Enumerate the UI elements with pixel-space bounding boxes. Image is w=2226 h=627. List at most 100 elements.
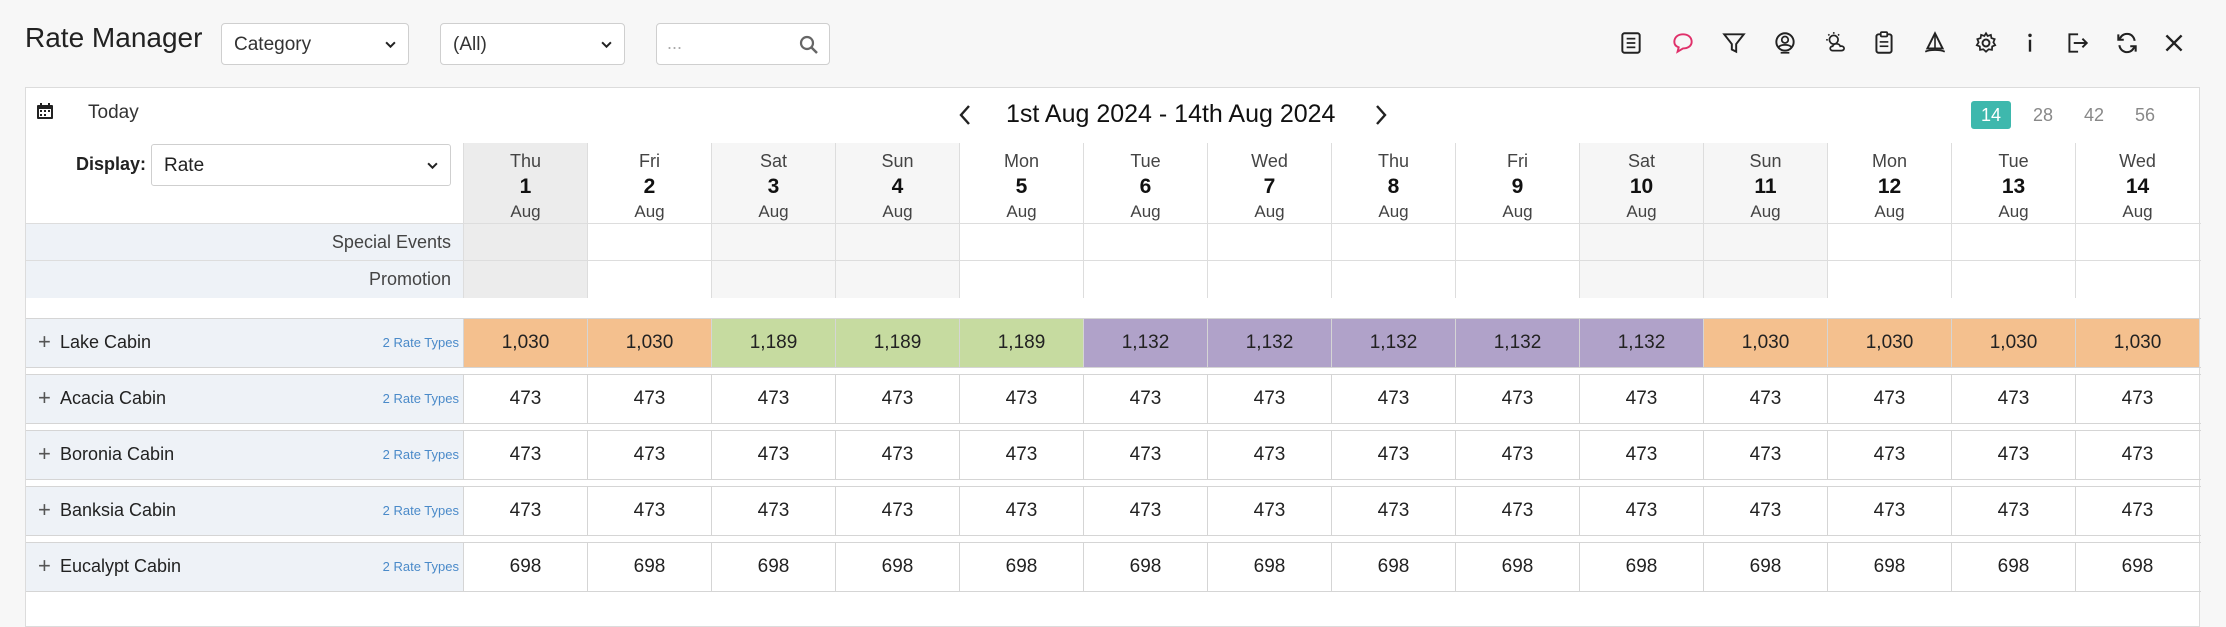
- rate-cell[interactable]: 1,030: [587, 319, 711, 367]
- rate-cell[interactable]: 698: [711, 543, 835, 591]
- rate-cell[interactable]: 473: [587, 431, 711, 479]
- comment-icon[interactable]: [1666, 26, 1700, 60]
- next-period-icon[interactable]: [1374, 104, 1388, 126]
- rate-cell[interactable]: 1,030: [2075, 319, 2199, 367]
- rate-cell[interactable]: 473: [959, 375, 1083, 423]
- expand-plus-icon[interactable]: +: [38, 441, 51, 466]
- expand-plus-icon[interactable]: +: [38, 385, 51, 410]
- rate-types-link[interactable]: 2 Rate Types: [382, 447, 459, 462]
- info-cell[interactable]: [1579, 261, 1703, 298]
- refresh-icon[interactable]: [2110, 26, 2144, 60]
- rate-cell[interactable]: 473: [2075, 487, 2199, 535]
- rate-cell[interactable]: 473: [1579, 487, 1703, 535]
- rate-cell[interactable]: 473: [1331, 375, 1455, 423]
- filter-icon[interactable]: [1717, 26, 1751, 60]
- rate-cell[interactable]: 1,189: [835, 319, 959, 367]
- close-icon[interactable]: [2157, 26, 2191, 60]
- rate-cell[interactable]: 473: [1579, 431, 1703, 479]
- rate-cell[interactable]: 473: [1951, 375, 2075, 423]
- rate-cell[interactable]: 473: [1331, 487, 1455, 535]
- rate-cell[interactable]: 473: [1827, 431, 1951, 479]
- rate-cell[interactable]: 473: [1703, 431, 1827, 479]
- info-cell[interactable]: [463, 261, 587, 298]
- expand-plus-icon[interactable]: +: [38, 497, 51, 522]
- rate-cell[interactable]: 1,030: [1827, 319, 1951, 367]
- info-cell[interactable]: [959, 261, 1083, 298]
- info-cell[interactable]: [587, 224, 711, 261]
- rate-cell[interactable]: 473: [711, 431, 835, 479]
- rate-cell[interactable]: 473: [1207, 375, 1331, 423]
- info-cell[interactable]: [1951, 224, 2075, 261]
- rate-cell[interactable]: 473: [1579, 375, 1703, 423]
- list-icon[interactable]: [1614, 26, 1648, 60]
- rate-cell[interactable]: 473: [1951, 487, 2075, 535]
- info-cell[interactable]: [1207, 224, 1331, 261]
- rate-types-link[interactable]: 2 Rate Types: [382, 559, 459, 574]
- info-cell[interactable]: [1455, 261, 1579, 298]
- rate-cell[interactable]: 473: [711, 375, 835, 423]
- rate-cell[interactable]: 1,132: [1579, 319, 1703, 367]
- rate-cell[interactable]: 473: [463, 375, 587, 423]
- rate-cell[interactable]: 698: [1331, 543, 1455, 591]
- span-option-42[interactable]: 42: [2083, 105, 2105, 125]
- rate-cell[interactable]: 473: [463, 487, 587, 535]
- sail-icon[interactable]: [1918, 26, 1952, 60]
- rate-cell[interactable]: 473: [835, 375, 959, 423]
- user-icon[interactable]: [1768, 26, 1802, 60]
- search-icon[interactable]: [799, 35, 819, 55]
- rate-cell[interactable]: 473: [2075, 431, 2199, 479]
- info-cell[interactable]: [1579, 224, 1703, 261]
- rate-cell[interactable]: 698: [587, 543, 711, 591]
- rate-types-link[interactable]: 2 Rate Types: [382, 335, 459, 350]
- calendar-icon[interactable]: [36, 102, 54, 120]
- info-cell[interactable]: [587, 261, 711, 298]
- info-cell[interactable]: [959, 224, 1083, 261]
- info-cell[interactable]: [1703, 261, 1827, 298]
- rate-cell[interactable]: 473: [1207, 487, 1331, 535]
- info-cell[interactable]: [835, 224, 959, 261]
- rate-types-link[interactable]: 2 Rate Types: [382, 503, 459, 518]
- expand-plus-icon[interactable]: +: [38, 553, 51, 578]
- rate-cell[interactable]: 698: [1703, 543, 1827, 591]
- rate-cell[interactable]: 473: [1455, 431, 1579, 479]
- info-cell[interactable]: [1703, 224, 1827, 261]
- rate-cell[interactable]: 473: [1083, 487, 1207, 535]
- rate-cell[interactable]: 473: [1207, 431, 1331, 479]
- rate-cell[interactable]: 473: [587, 375, 711, 423]
- rate-cell[interactable]: 473: [2075, 375, 2199, 423]
- info-cell[interactable]: [1207, 261, 1331, 298]
- rate-cell[interactable]: 698: [1207, 543, 1331, 591]
- rate-cell[interactable]: 473: [1455, 375, 1579, 423]
- rate-cell[interactable]: 1,132: [1331, 319, 1455, 367]
- rate-cell[interactable]: 1,189: [959, 319, 1083, 367]
- info-cell[interactable]: [1951, 261, 2075, 298]
- rate-cell[interactable]: 473: [1455, 487, 1579, 535]
- rate-cell[interactable]: 473: [1703, 375, 1827, 423]
- span-option-56[interactable]: 56: [2134, 105, 2156, 125]
- rate-cell[interactable]: 1,132: [1083, 319, 1207, 367]
- span-option-14[interactable]: 14: [1971, 101, 2011, 129]
- rate-cell[interactable]: 1,030: [1703, 319, 1827, 367]
- rate-cell[interactable]: 473: [587, 487, 711, 535]
- info-cell[interactable]: [2075, 224, 2199, 261]
- info-cell[interactable]: [711, 261, 835, 298]
- rate-cell[interactable]: 698: [1579, 543, 1703, 591]
- rate-types-link[interactable]: 2 Rate Types: [382, 391, 459, 406]
- rate-cell[interactable]: 473: [959, 431, 1083, 479]
- info-cell[interactable]: [1083, 224, 1207, 261]
- info-cell[interactable]: [1331, 224, 1455, 261]
- rate-cell[interactable]: 1,132: [1207, 319, 1331, 367]
- info-icon[interactable]: [2013, 26, 2047, 60]
- info-cell[interactable]: [1331, 261, 1455, 298]
- rate-cell[interactable]: 698: [835, 543, 959, 591]
- rate-cell[interactable]: 473: [1827, 487, 1951, 535]
- rate-cell[interactable]: 473: [1951, 431, 2075, 479]
- rate-cell[interactable]: 473: [1083, 375, 1207, 423]
- info-cell[interactable]: [835, 261, 959, 298]
- rate-cell[interactable]: 1,030: [1951, 319, 2075, 367]
- export-icon[interactable]: [2060, 26, 2094, 60]
- expand-plus-icon[interactable]: +: [38, 329, 51, 354]
- clipboard-icon[interactable]: [1867, 26, 1901, 60]
- rate-cell[interactable]: 473: [1083, 431, 1207, 479]
- rate-cell[interactable]: 473: [1827, 375, 1951, 423]
